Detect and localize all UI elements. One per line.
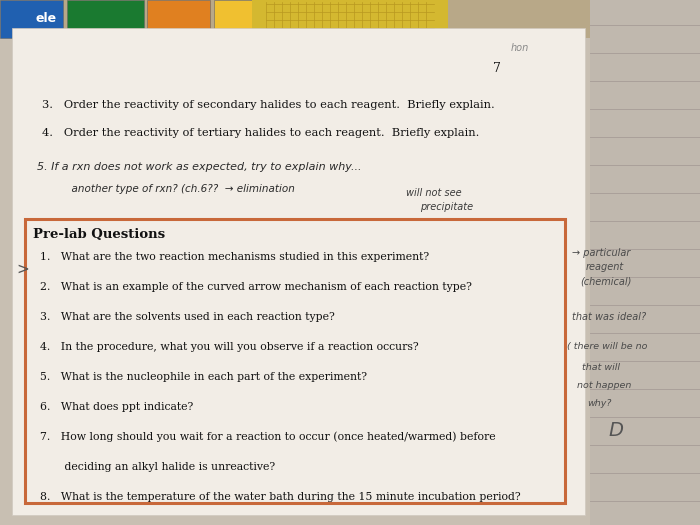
Text: → particular: → particular: [572, 248, 631, 258]
Text: 6.   What does ppt indicate?: 6. What does ppt indicate?: [40, 402, 193, 412]
Text: 7.   How long should you wait for a reaction to occur (once heated/warmed) befor: 7. How long should you wait for a reacti…: [40, 432, 496, 442]
Text: 1.   What are the two reaction mechanisms studied in this experiment?: 1. What are the two reaction mechanisms …: [40, 252, 429, 262]
Bar: [66, 0, 144, 38]
Text: that was ideal?: that was ideal?: [572, 312, 646, 322]
Bar: [0, 0, 590, 38]
Text: Pre-lab Questions: Pre-lab Questions: [33, 228, 165, 242]
Text: deciding an alkyl halide is unreactive?: deciding an alkyl halide is unreactive?: [40, 462, 275, 472]
Bar: [147, 0, 210, 38]
Text: D: D: [608, 421, 624, 440]
Text: hon: hon: [511, 43, 529, 53]
Text: another type of rxn? (ch.6??  → elimination: another type of rxn? (ch.6?? → eliminati…: [52, 184, 295, 194]
Text: that will: that will: [582, 362, 620, 372]
Text: 4.   Order the reactivity of tertiary halides to each reagent.  Briefly explain.: 4. Order the reactivity of tertiary hali…: [42, 128, 480, 138]
Text: 2.   What is an example of the curved arrow mechanism of each reaction type?: 2. What is an example of the curved arro…: [40, 282, 472, 292]
Bar: [214, 0, 284, 38]
Text: >: >: [16, 261, 29, 277]
Text: 7: 7: [493, 61, 501, 75]
Text: will not see: will not see: [406, 188, 461, 198]
Bar: [25, 219, 565, 503]
Text: reagent: reagent: [586, 262, 624, 272]
Text: why?: why?: [587, 398, 611, 407]
Bar: [590, 0, 700, 525]
Bar: [0, 0, 63, 38]
Text: ( there will be no: ( there will be no: [567, 342, 648, 352]
Text: 5.   What is the nucleophile in each part of the experiment?: 5. What is the nucleophile in each part …: [40, 372, 367, 382]
Bar: [287, 0, 350, 38]
Text: ele: ele: [35, 13, 56, 26]
Text: 8.   What is the temperature of the water bath during the 15 minute incubation p: 8. What is the temperature of the water …: [40, 492, 521, 502]
Bar: [12, 28, 585, 515]
Text: 4.   In the procedure, what you will you observe if a reaction occurs?: 4. In the procedure, what you will you o…: [40, 342, 419, 352]
Text: 3.   Order the reactivity of secondary halides to each reagent.  Briefly explain: 3. Order the reactivity of secondary hal…: [42, 100, 495, 110]
Text: 5. If a rxn does not work as expected, try to explain why...: 5. If a rxn does not work as expected, t…: [37, 162, 361, 172]
Text: not happen: not happen: [577, 381, 631, 390]
Text: precipitate: precipitate: [420, 202, 473, 212]
Text: 3.   What are the solvents used in each reaction type?: 3. What are the solvents used in each re…: [40, 312, 335, 322]
Text: (chemical): (chemical): [580, 276, 631, 286]
Bar: [252, 0, 448, 38]
